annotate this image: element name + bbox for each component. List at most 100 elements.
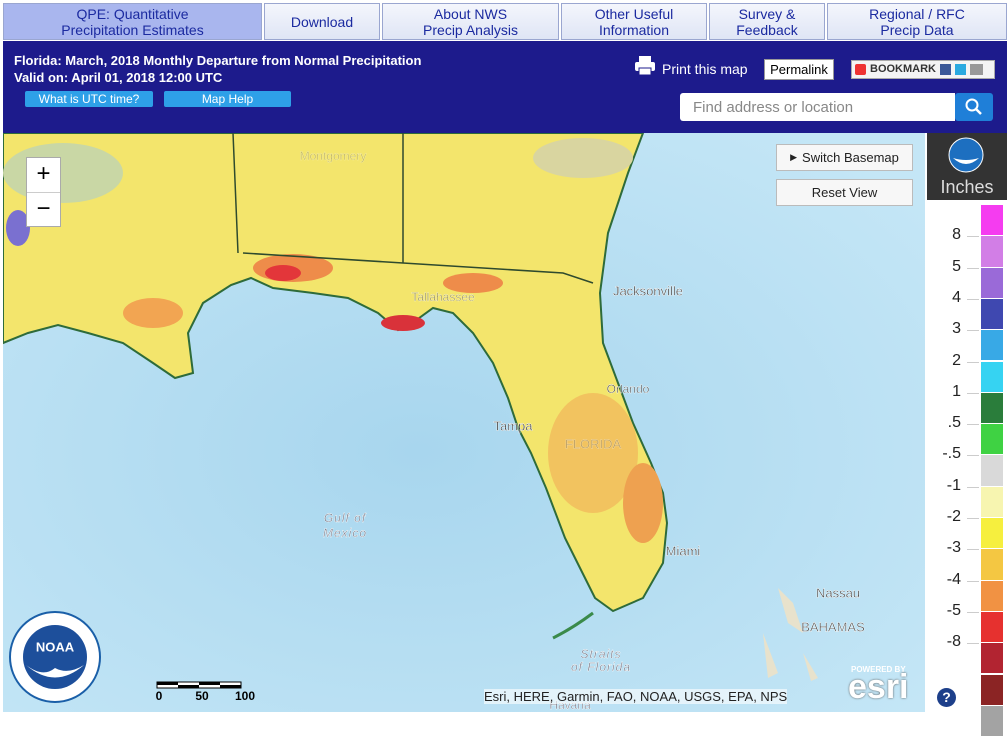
legend-swatch xyxy=(981,205,1003,236)
tab-label: Download xyxy=(290,13,354,30)
tab-label: Precip Analysis xyxy=(423,21,518,38)
place-label: FLORIDA xyxy=(565,436,622,451)
legend-tick xyxy=(967,518,979,519)
legend-swatch xyxy=(981,236,1003,267)
switch-basemap[interactable]: ▶ Switch Basemap xyxy=(776,144,913,171)
legend-tick xyxy=(967,611,979,613)
valid-time: Valid on: April 01, 2018 12:00 UTC xyxy=(14,70,223,85)
search-button[interactable] xyxy=(955,93,993,121)
wet-area xyxy=(6,210,30,246)
attribution: Esri, HERE, Garmin, FAO, NOAA, USGS, EPA… xyxy=(484,689,788,704)
tab-label: Other Useful xyxy=(594,5,674,22)
legend-tick xyxy=(967,486,979,488)
legend-swatch xyxy=(981,549,1003,580)
tab-label: Regional / RFC xyxy=(869,5,965,22)
arrow-icon: ▶ xyxy=(790,152,798,162)
wet-area xyxy=(3,143,123,203)
legend-label: 1 xyxy=(952,382,961,400)
legend-swatch xyxy=(981,580,1003,611)
tab[interactable]: Download xyxy=(264,3,380,40)
utc-button[interactable]: What is UTC time? xyxy=(25,91,153,107)
legend-swatch xyxy=(981,486,1003,517)
dry-area xyxy=(623,463,663,543)
legend-swatch xyxy=(981,455,1003,486)
legend-label: -3 xyxy=(946,539,961,557)
search-box[interactable]: Find address or location xyxy=(680,93,955,121)
bookmark-icon xyxy=(855,64,866,75)
legend-label: 3 xyxy=(952,320,961,338)
very-dry-area xyxy=(265,265,301,281)
esri-logo: esri xyxy=(848,668,909,706)
map[interactable]: Montgomery Tallahassee Jacksonville Orlando… xyxy=(3,133,925,712)
place-label: Tallahassee xyxy=(411,290,475,304)
legend-label: -8 xyxy=(946,633,961,651)
place-label: Tampa xyxy=(493,418,533,433)
facebook-icon[interactable] xyxy=(940,64,951,75)
tab-label: Precip Data xyxy=(880,21,954,38)
legend-label: -4 xyxy=(946,570,961,588)
help-button[interactable]: Map Help xyxy=(164,91,291,107)
map-labels: Montgomery Tallahassee Jacksonville Orlando… xyxy=(299,149,865,712)
help-icon[interactable]: ? xyxy=(937,688,956,707)
legend-tick xyxy=(967,424,979,426)
legend-tick xyxy=(967,549,979,551)
place-label: Miami xyxy=(666,543,701,558)
legend-tick xyxy=(967,392,979,394)
legend-tick xyxy=(967,455,979,457)
place-label: Montgomery xyxy=(300,149,367,163)
zoom-out[interactable]: − xyxy=(36,195,51,222)
print-link[interactable]: Print this map xyxy=(662,61,748,77)
tab[interactable]: About NWS Precip Analysis xyxy=(382,3,559,40)
tab[interactable]: Other Useful Information xyxy=(561,3,707,40)
tab[interactable]: Regional / RFC Precip Data xyxy=(827,3,1007,40)
legend-label: 2 xyxy=(952,351,961,369)
place-label: Nassau xyxy=(816,585,860,600)
legend-swatch xyxy=(981,361,1003,392)
legend-swatch xyxy=(981,674,1003,705)
tab[interactable]: Survey & Feedback xyxy=(709,3,825,40)
legend-tick xyxy=(967,267,979,269)
logo-text: NOAA xyxy=(36,639,75,654)
noaa-logo: NOAA xyxy=(9,611,101,703)
print-icon[interactable] xyxy=(635,56,657,76)
map-title: Florida: March, 2018 Monthly Departure f… xyxy=(14,53,422,68)
scale-label: 0 xyxy=(156,689,163,703)
legend-label: 8 xyxy=(952,226,961,244)
legend-swatch xyxy=(981,298,1003,330)
legend-swatch xyxy=(981,518,1003,549)
legend-tick xyxy=(967,236,979,238)
place-label: of Florida xyxy=(571,660,631,674)
powered-by: POWERED BY xyxy=(851,665,906,674)
legend-label: -1 xyxy=(946,476,961,494)
dry-area xyxy=(443,273,503,293)
bookmark-button[interactable]: BOOKMARK xyxy=(851,60,995,79)
page: QPE: Quantitative Precipitation Estimates… xyxy=(3,3,1007,736)
place-label: Jacksonville xyxy=(613,283,683,298)
legend: Inches 8 5 4 3 2 1 .5 -.5 -1 -2 -3 -4 -5 -8 ? xyxy=(927,133,1007,736)
near-normal-area xyxy=(533,138,633,178)
twitter-icon[interactable] xyxy=(955,64,966,75)
switch-basemap-text: Switch Basemap xyxy=(802,150,899,165)
email-icon[interactable] xyxy=(970,64,983,75)
legend-swatch xyxy=(981,330,1003,361)
legend-label: -2 xyxy=(946,508,961,525)
legend-tick xyxy=(967,330,979,332)
tab[interactable]: QPE: Quantitative Precipitation Estimates xyxy=(3,3,262,40)
legend-label: 4 xyxy=(952,288,961,306)
legend-tick xyxy=(967,643,979,645)
legend-swatch xyxy=(981,705,1003,736)
place-label: Straits xyxy=(580,647,621,661)
dry-area xyxy=(548,393,638,513)
legend-tick xyxy=(967,361,979,363)
tab-label: QPE: Quantitative xyxy=(76,5,189,22)
noaa-icon xyxy=(948,137,984,173)
state-line xyxy=(242,252,594,284)
zoom-control: + − xyxy=(26,157,61,227)
legend-title: Inches xyxy=(940,177,994,197)
zoom-in[interactable]: + xyxy=(27,158,60,193)
reset-view[interactable]: Reset View xyxy=(776,179,913,206)
tab-label: Feedback xyxy=(736,21,798,38)
tab-label: Survey & xyxy=(738,5,796,22)
permalink-button[interactable]: Permalink xyxy=(764,59,834,80)
legend-swatch xyxy=(981,392,1003,424)
